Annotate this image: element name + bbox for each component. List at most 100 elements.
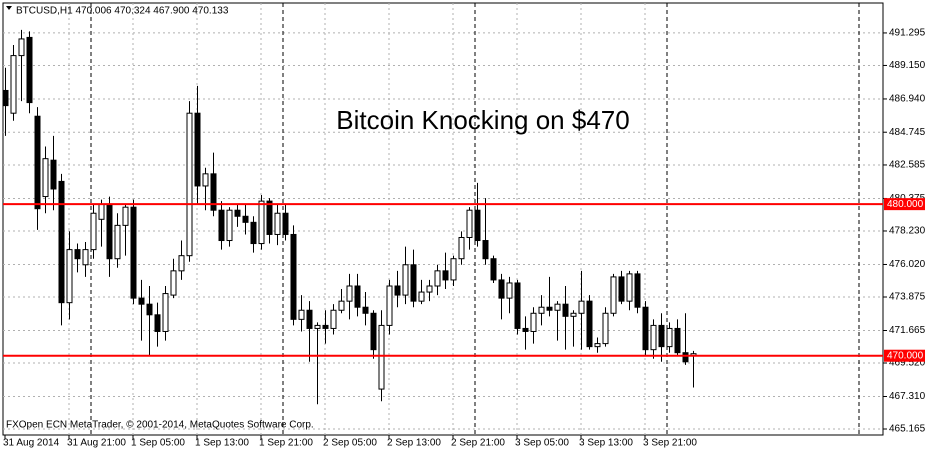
chart-header: BTCUSD,H1 470.006 470.324 467.900 470.13… [16, 6, 229, 17]
candle-body [130, 206, 137, 299]
x-tick-label: 2 Sep 13:00 [387, 438, 441, 449]
candle-body [178, 255, 185, 272]
candle-body [66, 249, 73, 304]
candle-body [490, 258, 497, 281]
candle-body [34, 115, 41, 210]
chart-footer: FXOpen ECN MetaTrader, © 2001-2014, Meta… [6, 420, 314, 431]
candle-body [658, 324, 665, 348]
level-label: 470.000 [887, 350, 924, 361]
y-tick-label: 484.745 [889, 127, 925, 138]
candle-body [498, 279, 505, 299]
x-tick-label: 1 Sep 13:00 [195, 438, 249, 449]
candle-body [442, 270, 449, 281]
x-tick-label: 1 Sep 05:00 [131, 438, 185, 449]
candle-body [266, 200, 273, 235]
candle-body [570, 312, 577, 317]
candle-body [282, 212, 289, 235]
candle-body [322, 324, 329, 329]
candle-body [354, 285, 361, 308]
candle-body [378, 324, 385, 390]
candle-body [42, 158, 49, 198]
y-tick-label: 478.230 [889, 226, 925, 237]
candle-body [2, 89, 9, 107]
candle-body [338, 300, 345, 311]
x-tick-label: 31 Aug 21:00 [67, 438, 126, 449]
candle-body [274, 212, 281, 235]
candle-body [154, 314, 161, 332]
chart-title: Bitcoin Knocking on $470 [336, 105, 629, 135]
candle-body [50, 159, 57, 190]
level-label: 480.000 [887, 199, 924, 210]
candle-body [602, 312, 609, 345]
candle-body [242, 215, 249, 223]
candle-body [18, 38, 25, 57]
candle-body [562, 303, 569, 317]
y-tick-label: 473.875 [889, 292, 925, 303]
candle-body [586, 300, 593, 348]
candle-body [194, 112, 201, 187]
candle-body [314, 324, 321, 329]
candle-body [90, 212, 97, 251]
candle-body [290, 233, 297, 320]
y-tick-label: 465.165 [889, 424, 925, 435]
candle-body [106, 203, 113, 260]
candle-body [546, 306, 553, 311]
candle-body [618, 276, 625, 302]
candle-body [250, 221, 257, 245]
candle-body [634, 273, 641, 308]
candle-body [530, 312, 537, 332]
candle-body [610, 276, 617, 314]
x-tick-label: 2 Sep 05:00 [323, 438, 377, 449]
level-label-box [884, 198, 925, 211]
candle-body [298, 309, 305, 320]
candle-body [394, 285, 401, 296]
candle-body [10, 55, 17, 114]
candle-body [346, 285, 353, 302]
candle-body [370, 312, 377, 351]
candle-body [682, 352, 689, 363]
candle-body [666, 327, 673, 348]
candle-body [386, 285, 393, 326]
candle-body [26, 36, 33, 104]
x-tick-label: 3 Sep 05:00 [515, 438, 569, 449]
candle-body [234, 209, 241, 217]
candle-body [258, 200, 265, 245]
x-tick-label: 31 Aug 2014 [3, 438, 60, 449]
y-tick-label: 476.020 [889, 259, 925, 270]
candle-body [482, 240, 489, 260]
y-tick-label: 469.520 [889, 358, 925, 369]
marks [2, 3, 883, 435]
candle-body [170, 270, 177, 296]
candle-body [146, 303, 153, 316]
candle-body [410, 264, 417, 302]
y-tick-label: 471.665 [889, 325, 925, 336]
candle-body [330, 309, 337, 329]
candle-body [138, 297, 145, 305]
candle-body [402, 264, 409, 296]
candle-body [98, 203, 105, 220]
candle-body [210, 173, 217, 211]
candle-body [74, 249, 81, 260]
candle-body [522, 327, 529, 332]
x-tick-label: 3 Sep 21:00 [643, 438, 697, 449]
y-tick-label: 491.295 [889, 28, 925, 39]
candle-body [434, 270, 441, 287]
candle-body [626, 273, 633, 302]
candle-body [554, 303, 561, 311]
level-label-box [884, 349, 925, 362]
x-tick-label: 3 Sep 13:00 [579, 438, 633, 449]
candle-body [162, 293, 169, 332]
candle-body [450, 258, 457, 281]
candle-body [578, 300, 585, 314]
candle-body [466, 209, 473, 238]
candle-body [514, 282, 521, 329]
candle-body [426, 285, 433, 293]
candle-body [226, 209, 233, 242]
y-tick-label: 482.585 [889, 160, 925, 171]
candle-body [674, 327, 681, 354]
candle-body [186, 112, 193, 257]
candle-body [202, 173, 209, 187]
x-tick-label: 2 Sep 21:00 [451, 438, 505, 449]
candle-body [642, 306, 649, 351]
